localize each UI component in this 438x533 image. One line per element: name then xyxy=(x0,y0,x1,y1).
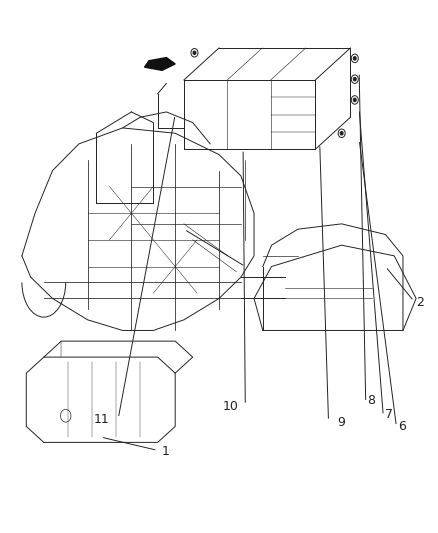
Text: 1: 1 xyxy=(162,445,170,458)
Circle shape xyxy=(353,57,356,60)
Polygon shape xyxy=(145,58,175,70)
Text: 2: 2 xyxy=(416,296,424,309)
Circle shape xyxy=(193,51,196,54)
Circle shape xyxy=(353,78,356,80)
Text: 7: 7 xyxy=(385,408,392,421)
Text: 11: 11 xyxy=(94,413,110,426)
Text: 6: 6 xyxy=(398,420,406,433)
Text: 8: 8 xyxy=(367,394,375,407)
Text: 10: 10 xyxy=(223,400,239,413)
Circle shape xyxy=(340,132,343,135)
Circle shape xyxy=(353,98,356,101)
Text: 9: 9 xyxy=(337,416,345,429)
